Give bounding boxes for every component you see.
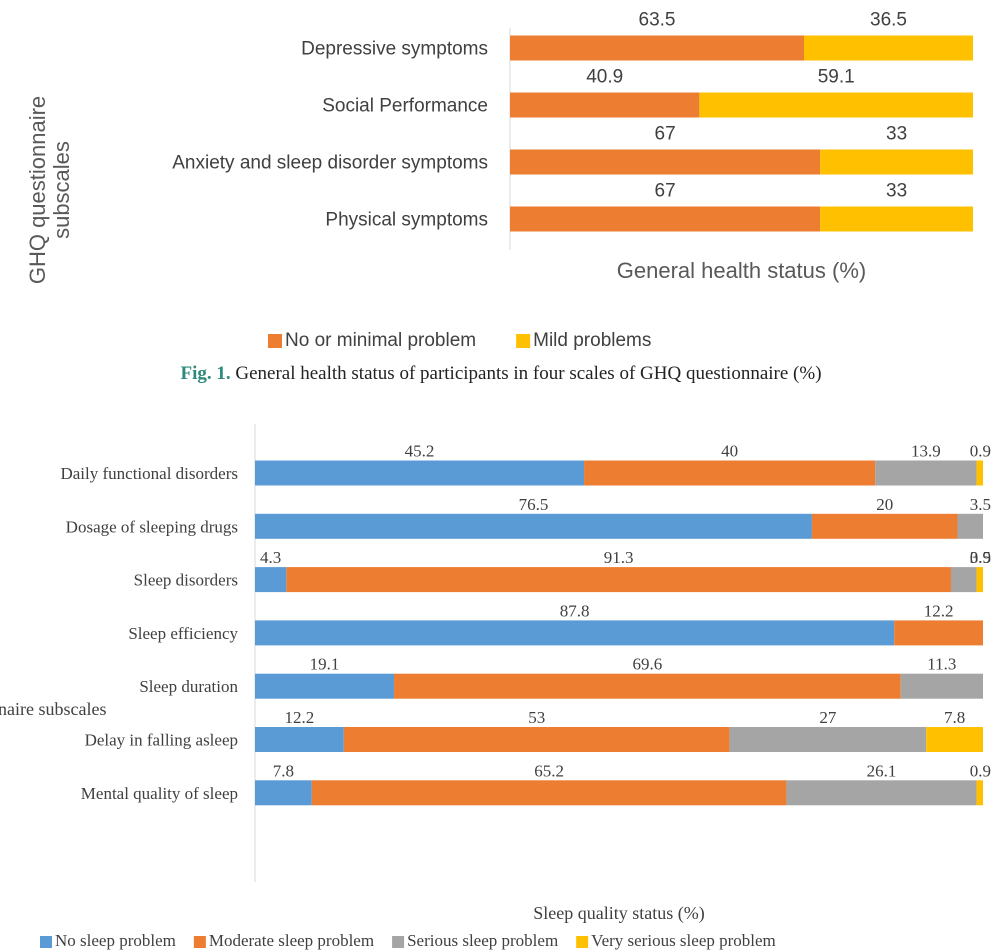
data-label-mild-problems-physical-symptoms: 33 <box>886 181 907 202</box>
category-label-mental-quality-of-sleep: Mental quality of sleep <box>81 784 238 803</box>
data-label-moderate-sleep-problem-delay-in-falling-asleep: 53 <box>528 708 545 727</box>
bar-serious-sleep-problem-dosage-of-sleeping-drugs <box>957 513 983 539</box>
x-axis-title: Sleep quality status (%) <box>533 903 704 924</box>
bar-no-sleep-problem-mental-quality-of-sleep <box>255 780 312 806</box>
bar-very-serious-sleep-problem-mental-quality-of-sleep <box>976 780 983 806</box>
bar-very-serious-sleep-problem-delay-in-falling-asleep <box>926 727 983 752</box>
category-label-sleep-efficiency: Sleep efficiency <box>128 624 238 643</box>
data-label-serious-sleep-problem-daily-functional-disorders: 13.9 <box>911 442 941 461</box>
data-label-no-sleep-problem-sleep-duration: 19.1 <box>310 655 340 674</box>
category-label-social-performance: Social Performance <box>322 96 488 117</box>
data-label-no-sleep-problem-daily-functional-disorders: 45.2 <box>405 442 435 461</box>
y-axis-title-line-2: subscales <box>49 141 74 239</box>
bar-very-serious-sleep-problem-daily-functional-disorders <box>976 460 983 486</box>
bar-serious-sleep-problem-sleep-disorders <box>950 567 977 593</box>
data-label-serious-sleep-problem-sleep-disorders: 3.5 <box>970 548 991 567</box>
bar-mild-problems-depressive-symptoms <box>804 35 973 61</box>
bar-no-or-minimal-problem-depressive-symptoms <box>510 35 805 61</box>
bar-moderate-sleep-problem-daily-functional-disorders <box>584 460 876 486</box>
data-label-serious-sleep-problem-mental-quality-of-sleep: 26.1 <box>867 761 897 780</box>
data-label-no-or-minimal-problem-depressive-symptoms: 63.5 <box>639 10 676 31</box>
category-label-dosage-of-sleeping-drugs: Dosage of sleeping drugs <box>66 517 238 536</box>
data-label-no-sleep-problem-dosage-of-sleeping-drugs: 76.5 <box>519 495 549 514</box>
bar-no-sleep-problem-sleep-disorders <box>255 567 287 593</box>
legend-swatch-no-or-minimal-problem <box>268 334 282 348</box>
bar-serious-sleep-problem-daily-functional-disorders <box>875 460 977 486</box>
data-label-serious-sleep-problem-delay-in-falling-asleep: 27 <box>819 708 837 727</box>
data-label-no-sleep-problem-delay-in-falling-asleep: 12.2 <box>285 708 315 727</box>
legend-label-moderate-sleep-problem: Moderate sleep problem <box>209 931 374 950</box>
bar-serious-sleep-problem-delay-in-falling-asleep <box>729 727 927 752</box>
bar-very-serious-sleep-problem-sleep-disorders <box>976 567 983 593</box>
figure-1-caption-text: General health status of participants in… <box>235 363 822 384</box>
bar-moderate-sleep-problem-mental-quality-of-sleep <box>311 780 787 806</box>
legend-swatch-no-sleep-problem <box>40 936 52 948</box>
data-label-moderate-sleep-problem-sleep-duration: 69.6 <box>633 655 663 674</box>
bar-moderate-sleep-problem-sleep-disorders <box>286 567 951 593</box>
data-label-very-serious-sleep-problem-delay-in-falling-asleep: 7.8 <box>944 708 965 727</box>
category-label-sleep-duration: Sleep duration <box>139 677 238 696</box>
category-label-sleep-disorders: Sleep disorders <box>134 571 238 590</box>
x-axis-title: General health status (%) <box>617 258 866 283</box>
figure-1-caption: Fig. 1. General health status of partici… <box>0 363 1002 385</box>
bar-no-sleep-problem-delay-in-falling-asleep <box>255 727 344 752</box>
bar-moderate-sleep-problem-delay-in-falling-asleep <box>343 727 730 752</box>
legend-label-no-sleep-problem: No sleep problem <box>55 931 176 950</box>
legend-swatch-mild-problems <box>516 334 531 348</box>
bar-serious-sleep-problem-mental-quality-of-sleep <box>786 780 977 806</box>
data-label-very-serious-sleep-problem-mental-quality-of-sleep: 0.9 <box>970 761 991 780</box>
legend-label-no-or-minimal-problem: No or minimal problem <box>285 330 476 351</box>
bar-no-or-minimal-problem-anxiety-and-sleep-disorder-symptoms <box>510 149 821 175</box>
data-label-no-sleep-problem-sleep-disorders: 4.3 <box>260 548 281 567</box>
bar-moderate-sleep-problem-dosage-of-sleeping-drugs <box>811 513 958 539</box>
category-label-anxiety-and-sleep-disorder-symptoms: Anxiety and sleep disorder symptoms <box>172 153 488 174</box>
legend-label-mild-problems: Mild problems <box>533 330 651 351</box>
bar-serious-sleep-problem-sleep-duration <box>900 673 983 699</box>
legend-swatch-moderate-sleep-problem <box>193 936 206 948</box>
data-label-no-sleep-problem-mental-quality-of-sleep: 7.8 <box>273 761 294 780</box>
data-label-moderate-sleep-problem-sleep-disorders: 91.3 <box>604 548 634 567</box>
data-label-no-or-minimal-problem-anxiety-and-sleep-disorder-symptoms: 67 <box>655 124 676 145</box>
data-label-very-serious-sleep-problem-sleep-disorders: 0.9 <box>970 548 991 567</box>
bar-no-sleep-problem-sleep-duration <box>255 673 395 699</box>
figure-1-label: Fig. 1. <box>180 363 231 384</box>
category-label-daily-functional-disorders: Daily functional disorders <box>60 464 238 483</box>
bar-mild-problems-social-performance <box>699 92 973 118</box>
data-label-moderate-sleep-problem-dosage-of-sleeping-drugs: 20 <box>876 495 893 514</box>
data-label-serious-sleep-problem-dosage-of-sleeping-drugs: 3.5 <box>970 495 991 514</box>
data-label-serious-sleep-problem-sleep-duration: 11.3 <box>927 655 956 674</box>
bar-no-sleep-problem-sleep-efficiency <box>255 620 895 646</box>
bar-moderate-sleep-problem-sleep-efficiency <box>894 620 983 646</box>
bar-mild-problems-physical-symptoms <box>820 206 973 232</box>
legend-swatch-serious-sleep-problem <box>392 936 405 948</box>
data-label-mild-problems-depressive-symptoms: 36.5 <box>870 10 907 31</box>
psqi-chart: Daily functional disorders 45.2 40 13.9 0.9 D… <box>0 424 991 950</box>
bar-no-or-minimal-problem-social-performance <box>510 92 700 118</box>
legend-label-serious-sleep-problem: Serious sleep problem <box>407 931 558 950</box>
category-label-delay-in-falling-asleep: Delay in falling asleep <box>85 730 238 749</box>
data-label-moderate-sleep-problem-daily-functional-disorders: 40 <box>721 442 738 461</box>
y-axis-title-line-1: GHQ questionnaire <box>25 96 50 284</box>
bar-no-sleep-problem-daily-functional-disorders <box>255 460 585 486</box>
bar-moderate-sleep-problem-sleep-duration <box>394 673 901 699</box>
data-label-no-sleep-problem-sleep-efficiency: 87.8 <box>560 601 590 620</box>
bar-no-or-minimal-problem-physical-symptoms <box>510 206 821 232</box>
legend-label-very-serious-sleep-problem: Very serious sleep problem <box>591 931 776 950</box>
legend-swatch-very-serious-sleep-problem <box>576 936 589 948</box>
data-label-mild-problems-social-performance: 59.1 <box>818 67 855 88</box>
data-label-moderate-sleep-problem-mental-quality-of-sleep: 65.2 <box>534 761 564 780</box>
data-label-no-or-minimal-problem-physical-symptoms: 67 <box>655 181 676 202</box>
category-label-physical-symptoms: Physical symptoms <box>325 210 488 231</box>
data-label-no-or-minimal-problem-social-performance: 40.9 <box>586 67 623 88</box>
category-label-depressive-symptoms: Depressive symptoms <box>301 39 488 60</box>
y-axis-title: PSQI questionnaire subscales <box>0 699 106 719</box>
data-label-very-serious-sleep-problem-daily-functional-disorders: 0.9 <box>970 442 991 461</box>
bar-no-sleep-problem-dosage-of-sleeping-drugs <box>255 513 812 539</box>
bar-mild-problems-anxiety-and-sleep-disorder-symptoms <box>820 149 973 175</box>
data-label-mild-problems-anxiety-and-sleep-disorder-symptoms: 33 <box>886 124 907 145</box>
ghq-chart: Depressive symptoms 63.5 36.5 Social Perfor… <box>25 10 973 351</box>
data-label-moderate-sleep-problem-sleep-efficiency: 12.2 <box>924 601 954 620</box>
